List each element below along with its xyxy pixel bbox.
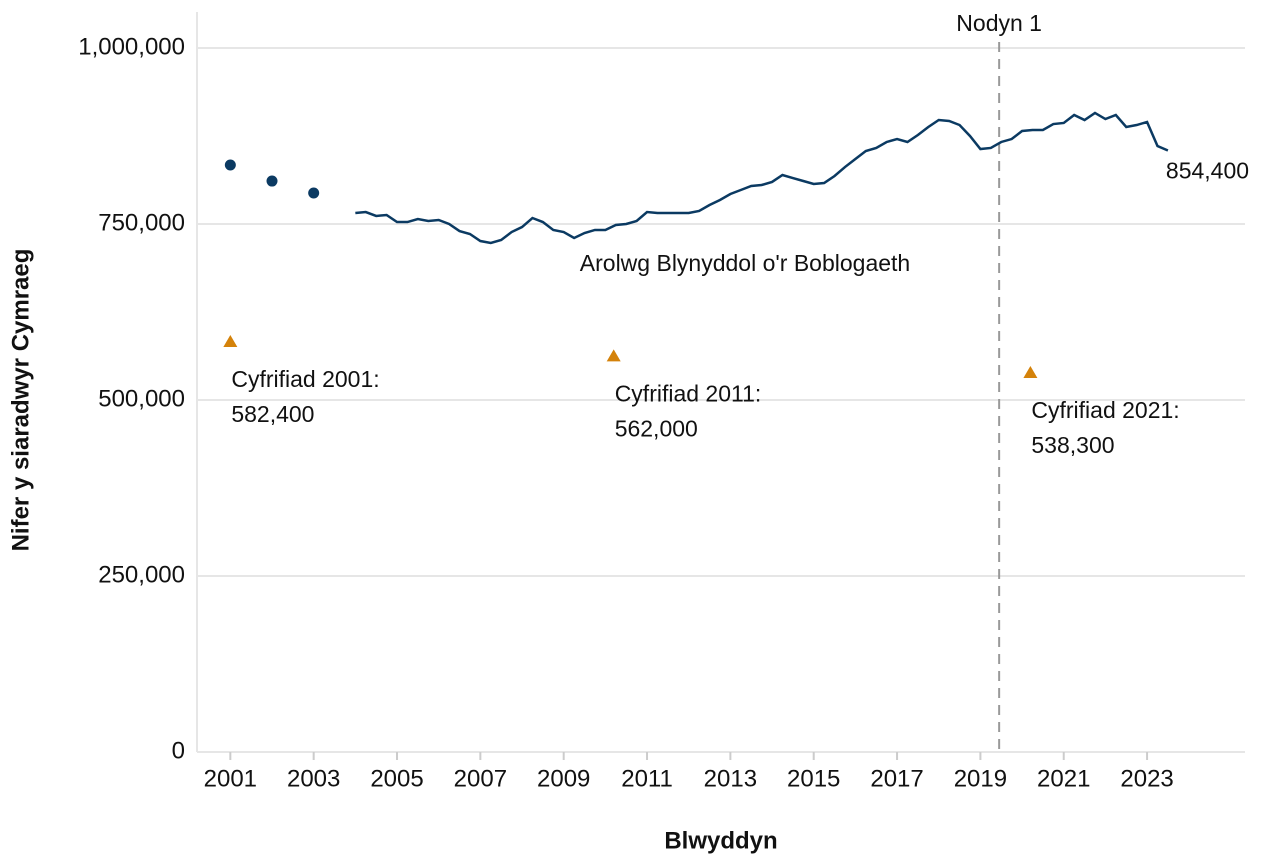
x-axis-label: Blwyddyn <box>664 827 777 854</box>
x-tick-label: 2003 <box>287 765 340 792</box>
y-tick-label: 0 <box>172 737 185 764</box>
x-tick-label: 2005 <box>370 765 423 792</box>
y-tick-label: 1,000,000 <box>78 33 185 60</box>
y-tick-label: 500,000 <box>98 385 185 412</box>
census-label: Cyfrifiad 2001: <box>231 366 379 392</box>
census-label: Cyfrifiad 2021: <box>1031 397 1179 423</box>
x-tick-label: 2001 <box>204 765 257 792</box>
point <box>308 187 320 199</box>
x-tick-label: 2013 <box>704 765 757 792</box>
triangle-point <box>223 334 238 347</box>
census-value: 582,400 <box>231 401 314 427</box>
point <box>224 159 236 171</box>
census-label: Cyfrifiad 2011: <box>615 380 762 406</box>
end-label: 854,400 <box>1166 158 1249 184</box>
y-axis-label: Nifer y siaradwyr Cymraeg <box>7 249 34 552</box>
x-tick-label: 2011 <box>621 765 673 792</box>
x-tick-label: 2007 <box>454 765 507 792</box>
series-label: Arolwg Blynyddol o'r Boblogaeth <box>580 250 910 276</box>
x-tick-label: 2019 <box>954 765 1007 792</box>
y-tick-label: 750,000 <box>98 209 185 236</box>
census-value: 562,000 <box>615 415 698 441</box>
x-tick-label: 2021 <box>1037 765 1090 792</box>
x-tick-label: 2017 <box>870 765 923 792</box>
triangle-point <box>1023 366 1038 379</box>
x-tick-label: 2015 <box>787 765 840 792</box>
x-tick-label: 2009 <box>537 765 590 792</box>
note-label: Nodyn 1 <box>956 10 1042 36</box>
census-value: 538,300 <box>1031 432 1114 458</box>
line <box>355 111 1169 245</box>
triangle-point <box>606 349 621 362</box>
x-tick-label: 2023 <box>1120 765 1173 792</box>
y-tick-label: 250,000 <box>98 561 185 588</box>
point <box>266 175 278 187</box>
